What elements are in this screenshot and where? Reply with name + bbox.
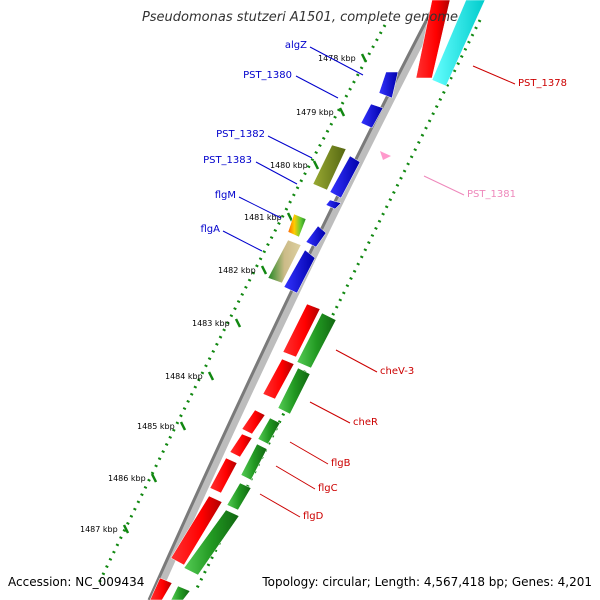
reverse-gene-block[interactable] <box>229 433 253 458</box>
multi-gene-block[interactable] <box>287 213 307 238</box>
tick-label: 1484 kbp <box>165 372 203 381</box>
leader-line <box>238 196 282 219</box>
tick-mark <box>234 318 242 328</box>
green-gene-block[interactable] <box>183 509 240 576</box>
reverse-gene-block[interactable] <box>209 457 238 494</box>
forward-gene-block[interactable] <box>360 103 384 129</box>
reverse-gene-block[interactable] <box>149 577 173 600</box>
tick-mark <box>179 421 187 431</box>
tick-label: 1478 kbp <box>318 54 356 63</box>
tick-label: 1485 kbp <box>137 422 175 431</box>
gene-label[interactable]: PST_1383 <box>203 155 252 166</box>
gene-labels: algZ PST_1380 PST_1382 PST_1383 flgM flgA PST_… <box>201 40 567 522</box>
gene-label[interactable]: flgA <box>201 224 221 235</box>
pale-gene-block[interactable] <box>380 151 391 160</box>
tan-gene-block[interactable] <box>267 239 302 284</box>
gene-label[interactable]: flgB <box>331 458 351 469</box>
leader-line <box>222 230 263 252</box>
tick-mark <box>150 473 158 483</box>
tick-mark <box>338 107 346 117</box>
reverse-gene-block[interactable] <box>241 409 266 435</box>
cyan-gene-block[interactable] <box>431 0 486 87</box>
tick-label: 1479 kbp <box>296 108 334 117</box>
tick-mark <box>360 53 368 63</box>
green-gene-block[interactable] <box>277 367 311 415</box>
leader-line <box>335 349 378 373</box>
forward-gene-block[interactable] <box>283 249 316 294</box>
leader-line <box>295 75 339 99</box>
gene-label[interactable]: flgM <box>215 190 236 201</box>
gene-label[interactable]: flgC <box>318 483 338 494</box>
reverse-gene-block[interactable] <box>415 0 451 79</box>
gene-label[interactable]: flgD <box>303 511 324 522</box>
genes <box>149 0 486 600</box>
tick-marks: 1478 kbp 1479 kbp 1480 kbp 1481 kbp 1482 kbp… <box>80 53 368 534</box>
tick-mark <box>207 371 215 381</box>
tick-mark <box>286 212 294 222</box>
gene-label[interactable]: algZ <box>285 40 307 51</box>
reverse-gene-block[interactable] <box>262 358 295 400</box>
forward-gene-block[interactable] <box>378 71 399 99</box>
gene-label[interactable]: PST_1381 <box>467 189 516 200</box>
leader-line <box>255 161 298 185</box>
tick-label: 1480 kbp <box>270 161 308 170</box>
green-gene-block[interactable] <box>226 482 252 511</box>
reverse-gene-block[interactable] <box>170 495 223 566</box>
green-gene-block[interactable] <box>257 417 281 445</box>
tick-mark <box>312 160 320 170</box>
gene-label[interactable]: PST_1380 <box>243 70 292 81</box>
tick-label: 1487 kbp <box>80 525 118 534</box>
leader-line <box>259 493 301 518</box>
tick-label: 1481 kbp <box>244 213 282 222</box>
reverse-gene-block[interactable] <box>282 303 321 358</box>
leader-line <box>275 465 316 490</box>
gene-label[interactable]: PST_1378 <box>518 78 567 89</box>
tick-label: 1482 kbp <box>218 266 256 275</box>
accession-text: Accession: NC_009434 <box>8 575 145 589</box>
summary-text: Topology: circular; Length: 4,567,418 bp… <box>262 575 592 589</box>
gene-label[interactable]: cheR <box>353 417 378 428</box>
tick-label: 1486 kbp <box>108 474 146 483</box>
leader-line <box>267 135 313 159</box>
green-gene-block[interactable] <box>240 443 268 481</box>
leader-line <box>289 441 329 465</box>
leader-line <box>472 65 516 85</box>
leader-line <box>309 401 351 424</box>
gene-label[interactable]: cheV-3 <box>380 366 414 377</box>
green-gene-block[interactable] <box>296 312 337 369</box>
backbone-shadow <box>148 0 445 600</box>
forward-gene-block[interactable] <box>305 225 327 248</box>
outer-tick-ring <box>194 19 482 591</box>
tick-label: 1483 kbp <box>192 319 230 328</box>
leader-line <box>309 46 364 76</box>
leader-line <box>423 175 465 196</box>
tick-mark <box>122 524 130 534</box>
forward-gene-block[interactable] <box>325 199 342 210</box>
gene-label[interactable]: PST_1382 <box>216 129 265 140</box>
forward-gene-block[interactable] <box>329 155 361 199</box>
green-gene-block[interactable] <box>170 585 191 600</box>
olive-gene-block[interactable] <box>312 144 347 191</box>
genome-title: Pseudomonas stutzeri A1501, complete gen… <box>141 10 459 25</box>
tick-mark <box>260 265 268 275</box>
